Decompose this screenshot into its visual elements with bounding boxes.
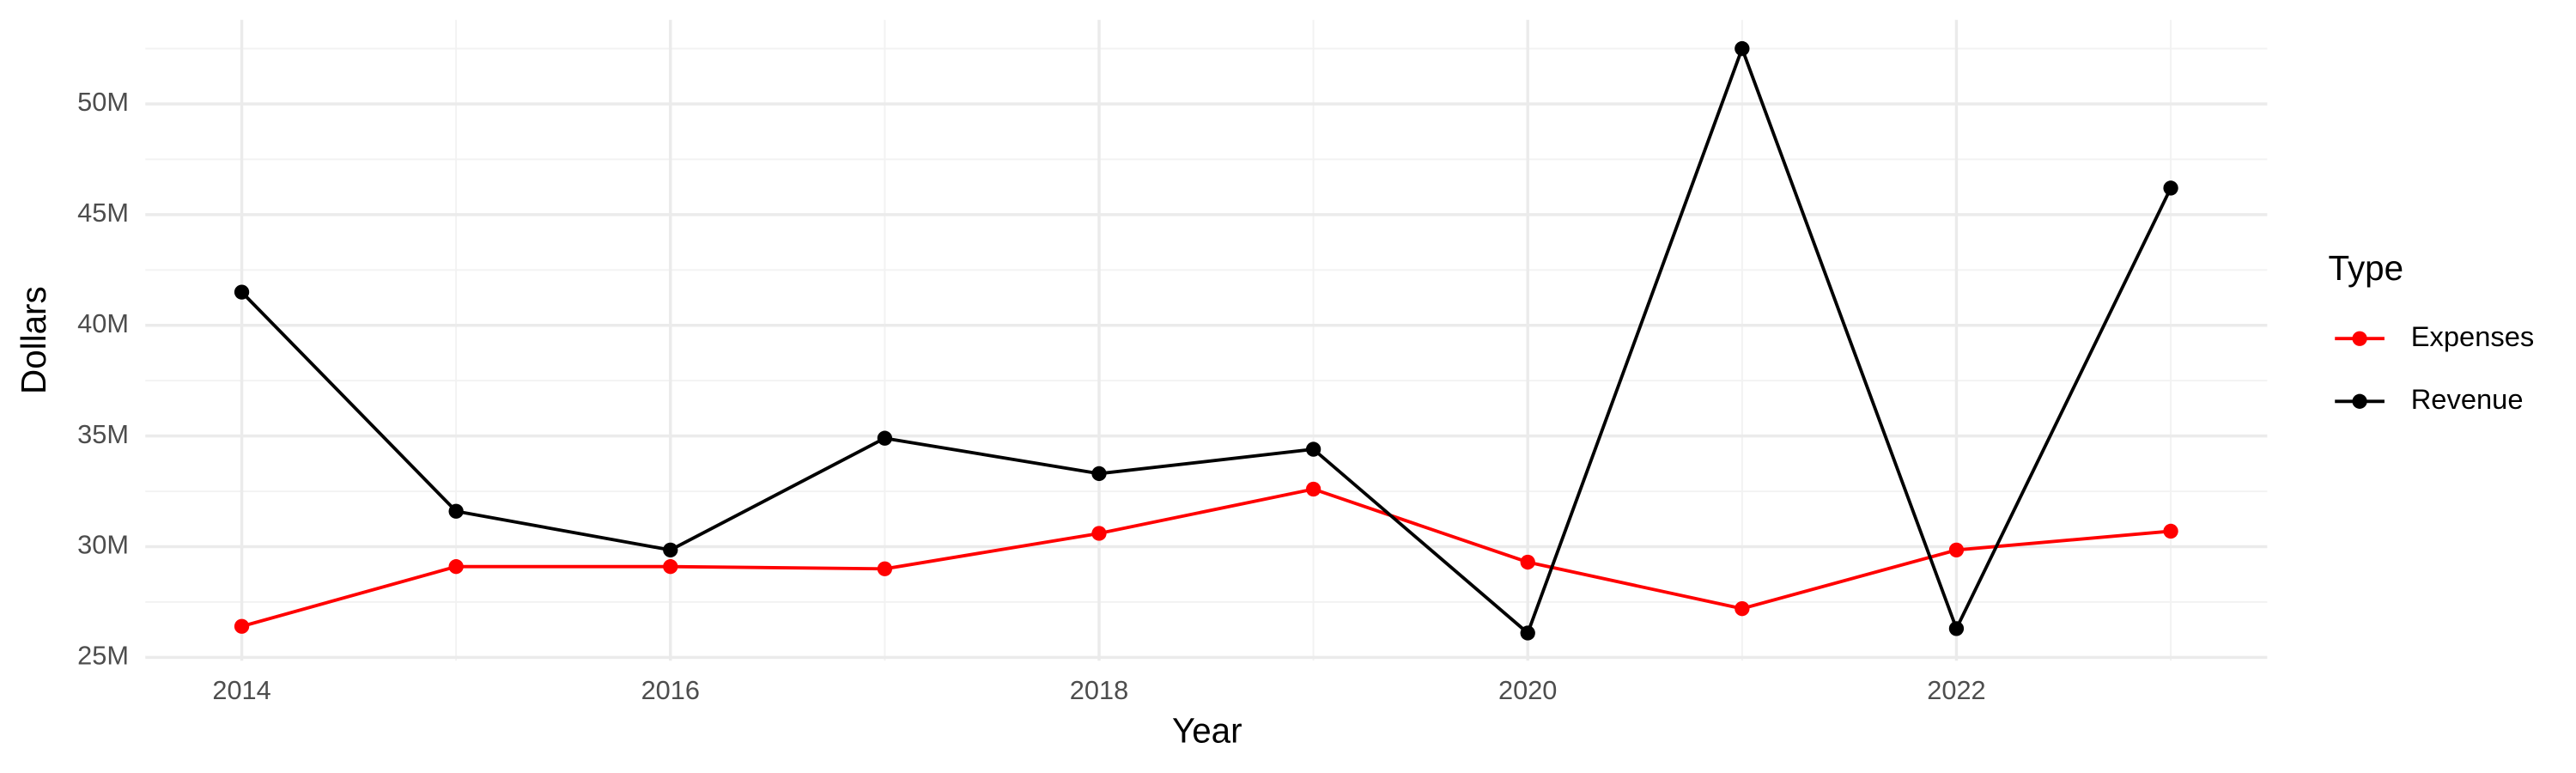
data-point: [234, 284, 250, 300]
x-axis-title: Year: [1172, 711, 1242, 751]
series-line: [241, 487, 2172, 629]
data-point: [1305, 441, 1321, 457]
y-tick-label: 45M: [77, 198, 129, 228]
y-tick-label: 25M: [77, 640, 129, 670]
data-point: [2163, 180, 2178, 196]
plot-marks: [234, 40, 2178, 641]
x-tick-label: 2020: [1498, 675, 1557, 705]
data-point: [663, 542, 678, 558]
data-point: [1735, 601, 1750, 617]
data-point: [234, 618, 250, 634]
grid: [145, 20, 2268, 661]
data-point: [663, 559, 678, 575]
y-tick-label: 40M: [77, 308, 129, 338]
data-point: [1948, 621, 1965, 636]
data-point: [1091, 526, 1107, 541]
data-point: [1735, 40, 1750, 57]
data-point: [448, 503, 464, 519]
data-point: [448, 559, 464, 575]
legend-key-point: [2352, 393, 2367, 409]
data-point: [1948, 542, 1965, 558]
series-line: [240, 44, 2172, 636]
data-point: [2163, 523, 2178, 539]
data-point: [1305, 481, 1321, 497]
y-axis-title: Dollars: [14, 286, 53, 394]
legend-title: Type: [2329, 248, 2404, 288]
data-point: [1091, 466, 1107, 482]
data-point: [877, 561, 893, 576]
data-point: [1520, 625, 1535, 641]
x-tick-label: 2018: [1070, 675, 1128, 705]
legend-label: Revenue: [2411, 383, 2524, 415]
x-tick-label: 2022: [1927, 675, 1985, 705]
legend-key-point: [2352, 331, 2367, 346]
x-tick-label: 2016: [641, 675, 700, 705]
y-tick-label: 50M: [77, 87, 129, 117]
y-tick-label: 30M: [77, 530, 129, 560]
legend-label: Expenses: [2411, 320, 2535, 352]
x-tick-label: 2014: [212, 675, 270, 705]
data-point: [1520, 554, 1535, 570]
y-tick-label: 35M: [77, 419, 129, 449]
data-point: [877, 430, 893, 446]
